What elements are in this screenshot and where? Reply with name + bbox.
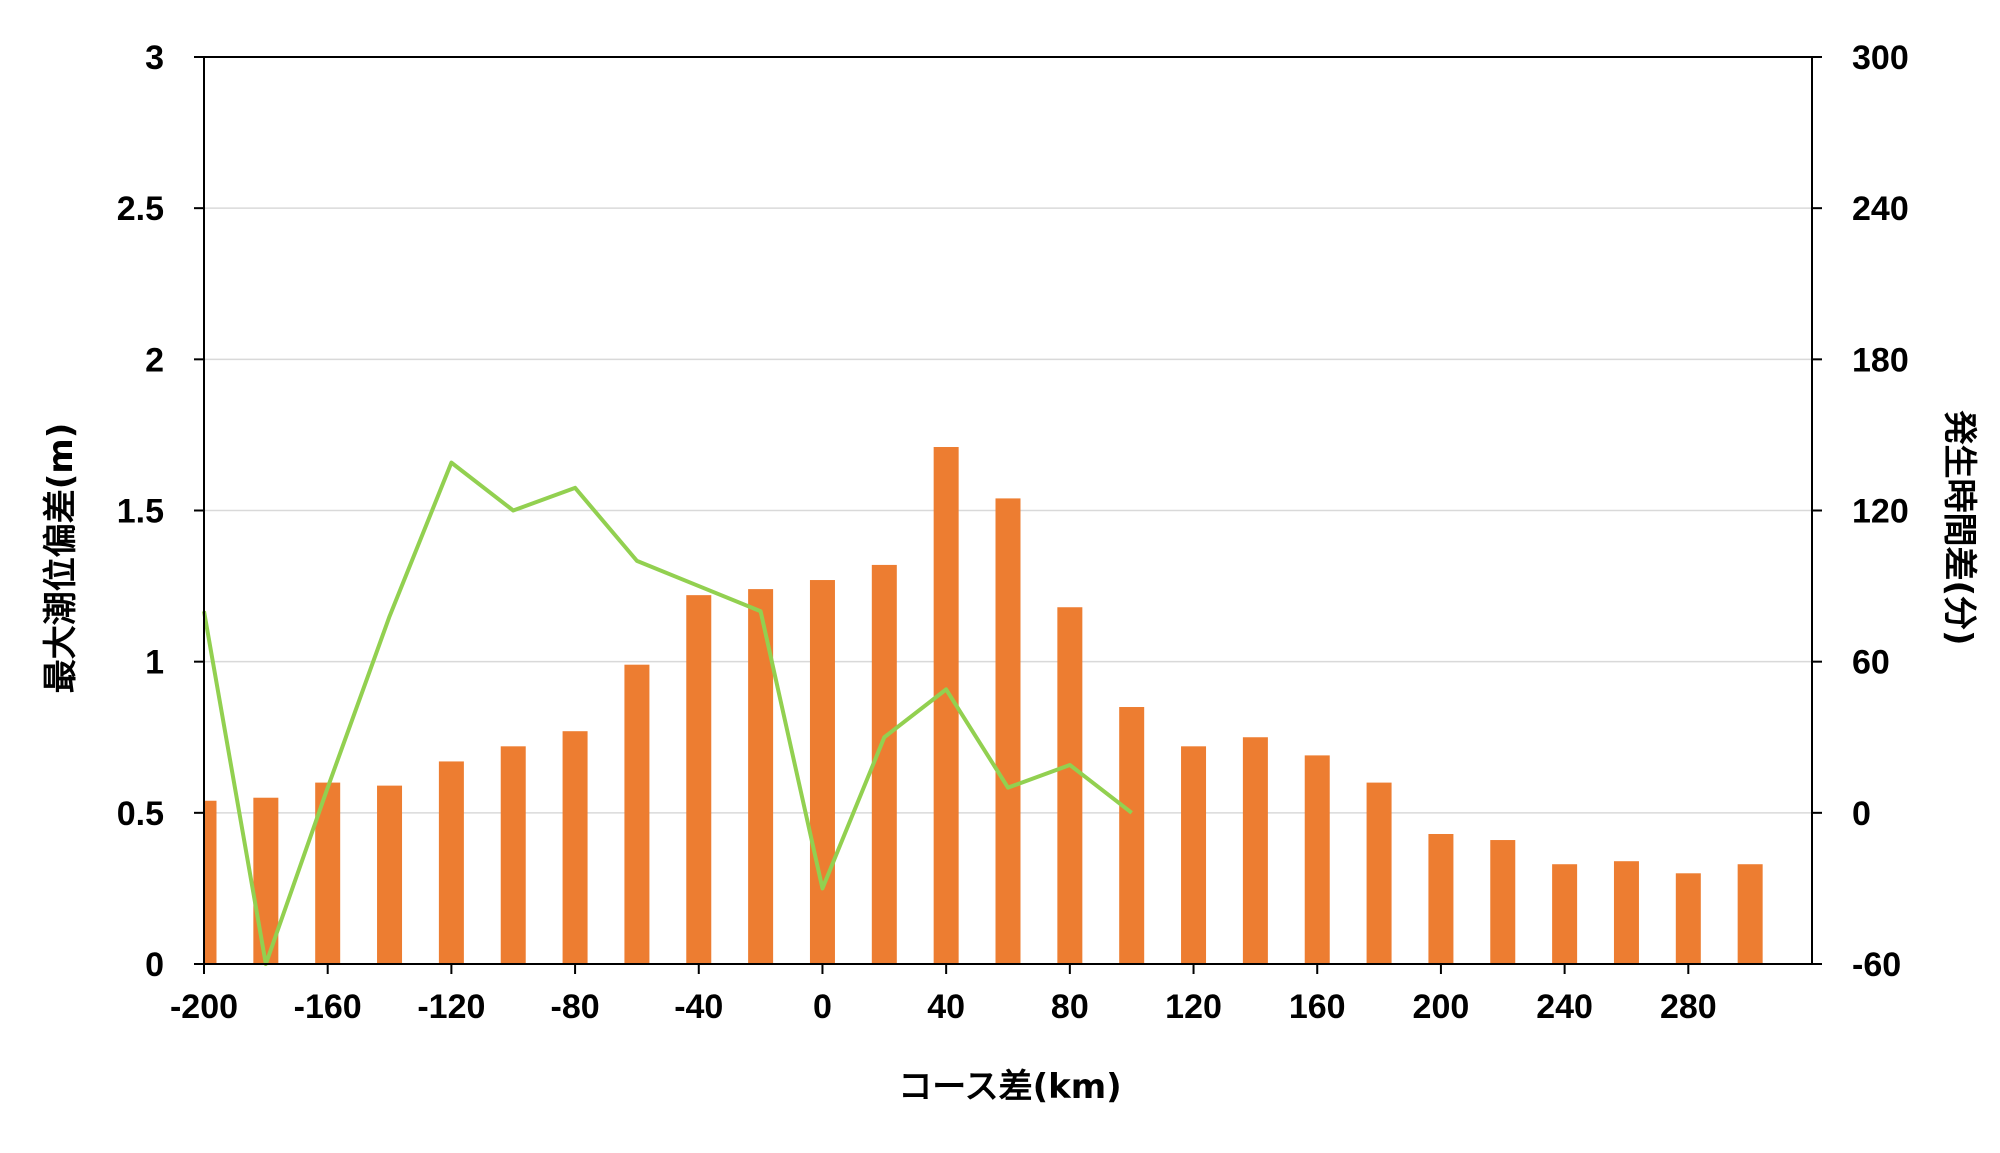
axes <box>194 56 1822 974</box>
y-tick-label: 2 <box>145 341 164 379</box>
x-tick-label: 160 <box>1289 988 1346 1026</box>
bar <box>1737 864 1763 964</box>
y2-tick-label: 240 <box>1852 190 1909 228</box>
y-tick-label: 1.5 <box>117 493 164 531</box>
y-tick-label: 0 <box>145 946 164 984</box>
bar <box>1181 746 1207 964</box>
bar <box>809 580 835 964</box>
bar <box>1119 707 1145 964</box>
x-tick-label: 120 <box>1165 988 1222 1026</box>
x-tick-label: 240 <box>1536 988 1593 1026</box>
y-tick-label: 2.5 <box>117 190 164 228</box>
x-tick-label: 280 <box>1660 988 1717 1026</box>
line-series-path <box>202 460 1133 966</box>
bar <box>1552 864 1578 964</box>
y2-tick-label: 300 <box>1852 39 1909 77</box>
y2-tick-label: 120 <box>1852 493 1909 531</box>
bar <box>995 498 1021 964</box>
x-tick-label: -200 <box>170 988 238 1026</box>
bar <box>871 564 897 964</box>
bar <box>1057 607 1083 964</box>
tick-labels: 0 0.5 1 1.5 2 2.5 3 -60 0 60 120 180 240 300 -200 -160 -… <box>117 39 1909 1026</box>
bar <box>1304 755 1330 964</box>
bar <box>1675 873 1701 964</box>
bar <box>1428 833 1454 964</box>
bar <box>1366 782 1392 964</box>
x-tick-label: 40 <box>927 988 965 1026</box>
x-tick-label: -40 <box>674 988 723 1026</box>
bar <box>686 595 712 964</box>
bar <box>1613 861 1639 964</box>
y2-tick-label: 60 <box>1852 644 1890 682</box>
bar <box>1490 840 1516 964</box>
y-tick-label: 0.5 <box>117 795 164 833</box>
x-tick-label: 80 <box>1051 988 1089 1026</box>
bar <box>377 785 403 964</box>
y2-axis-title: 発生時間差(分) <box>1939 410 1979 645</box>
y2-tick-label: 0 <box>1852 795 1871 833</box>
bar <box>500 746 526 964</box>
y2-tick-label: 180 <box>1852 341 1909 379</box>
y2-tick-label: -60 <box>1852 946 1901 984</box>
bar-series <box>204 447 1763 964</box>
x-axis-title: コース差(km) <box>898 1067 1121 1107</box>
bar <box>624 664 650 964</box>
y-axis-title: 最大潮位偏差(m) <box>41 423 81 694</box>
bar <box>562 731 588 964</box>
x-tick-label: -80 <box>551 988 600 1026</box>
x-tick-label: 0 <box>813 988 832 1026</box>
y-tick-label: 1 <box>145 644 164 682</box>
x-tick-label: -120 <box>417 988 485 1026</box>
bar <box>204 800 217 964</box>
bar <box>438 761 464 964</box>
x-tick-label: -160 <box>294 988 362 1026</box>
bar <box>1242 737 1268 964</box>
x-tick-label: 200 <box>1413 988 1470 1026</box>
line-series <box>202 460 1133 966</box>
y-tick-label: 3 <box>145 39 164 77</box>
